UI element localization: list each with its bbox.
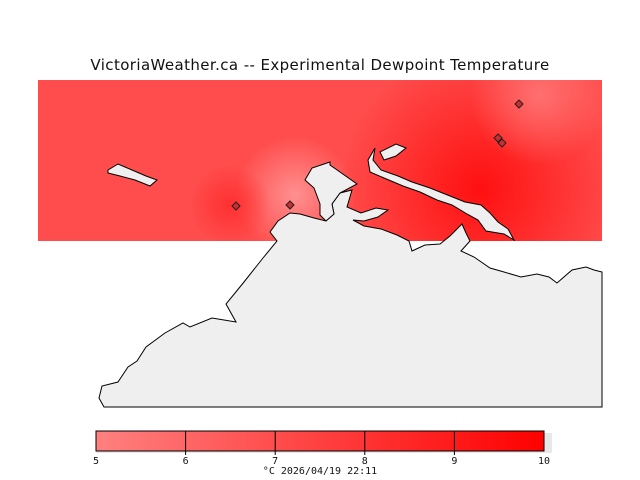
station-diamond-icon[interactable] <box>493 133 503 143</box>
legend-tick-label: 6 <box>183 456 189 467</box>
station-diamond-icon[interactable] <box>231 201 241 211</box>
map-title: VictoriaWeather.ca -- Experimental Dewpo… <box>90 56 550 74</box>
station-diamond-icon[interactable] <box>514 99 524 109</box>
legend-ticks: 5 6 7 8 9 10 <box>93 431 550 467</box>
station-markers <box>231 99 524 211</box>
northern-headland <box>304 161 358 222</box>
legend-tick-label: 5 <box>93 456 99 467</box>
color-legend: 5 6 7 8 9 10 °C 2026/04/19 22:11 <box>93 430 552 477</box>
station-diamond-icon[interactable] <box>497 138 507 148</box>
legend-tick-label: 7 <box>272 456 278 467</box>
saanich-arm <box>367 147 516 242</box>
western-island <box>107 163 158 187</box>
legend-tick-label: 9 <box>451 456 457 467</box>
station-diamond-icon[interactable] <box>285 200 295 210</box>
southern-peninsula <box>98 189 603 408</box>
legend-unit-timestamp: °C 2026/04/19 22:11 <box>263 466 377 477</box>
land-areas <box>98 143 603 408</box>
north-islet <box>379 143 407 161</box>
legend-color-bar <box>95 430 545 452</box>
legend-tick-label: 10 <box>538 456 550 467</box>
legend-tick-label: 8 <box>362 456 368 467</box>
